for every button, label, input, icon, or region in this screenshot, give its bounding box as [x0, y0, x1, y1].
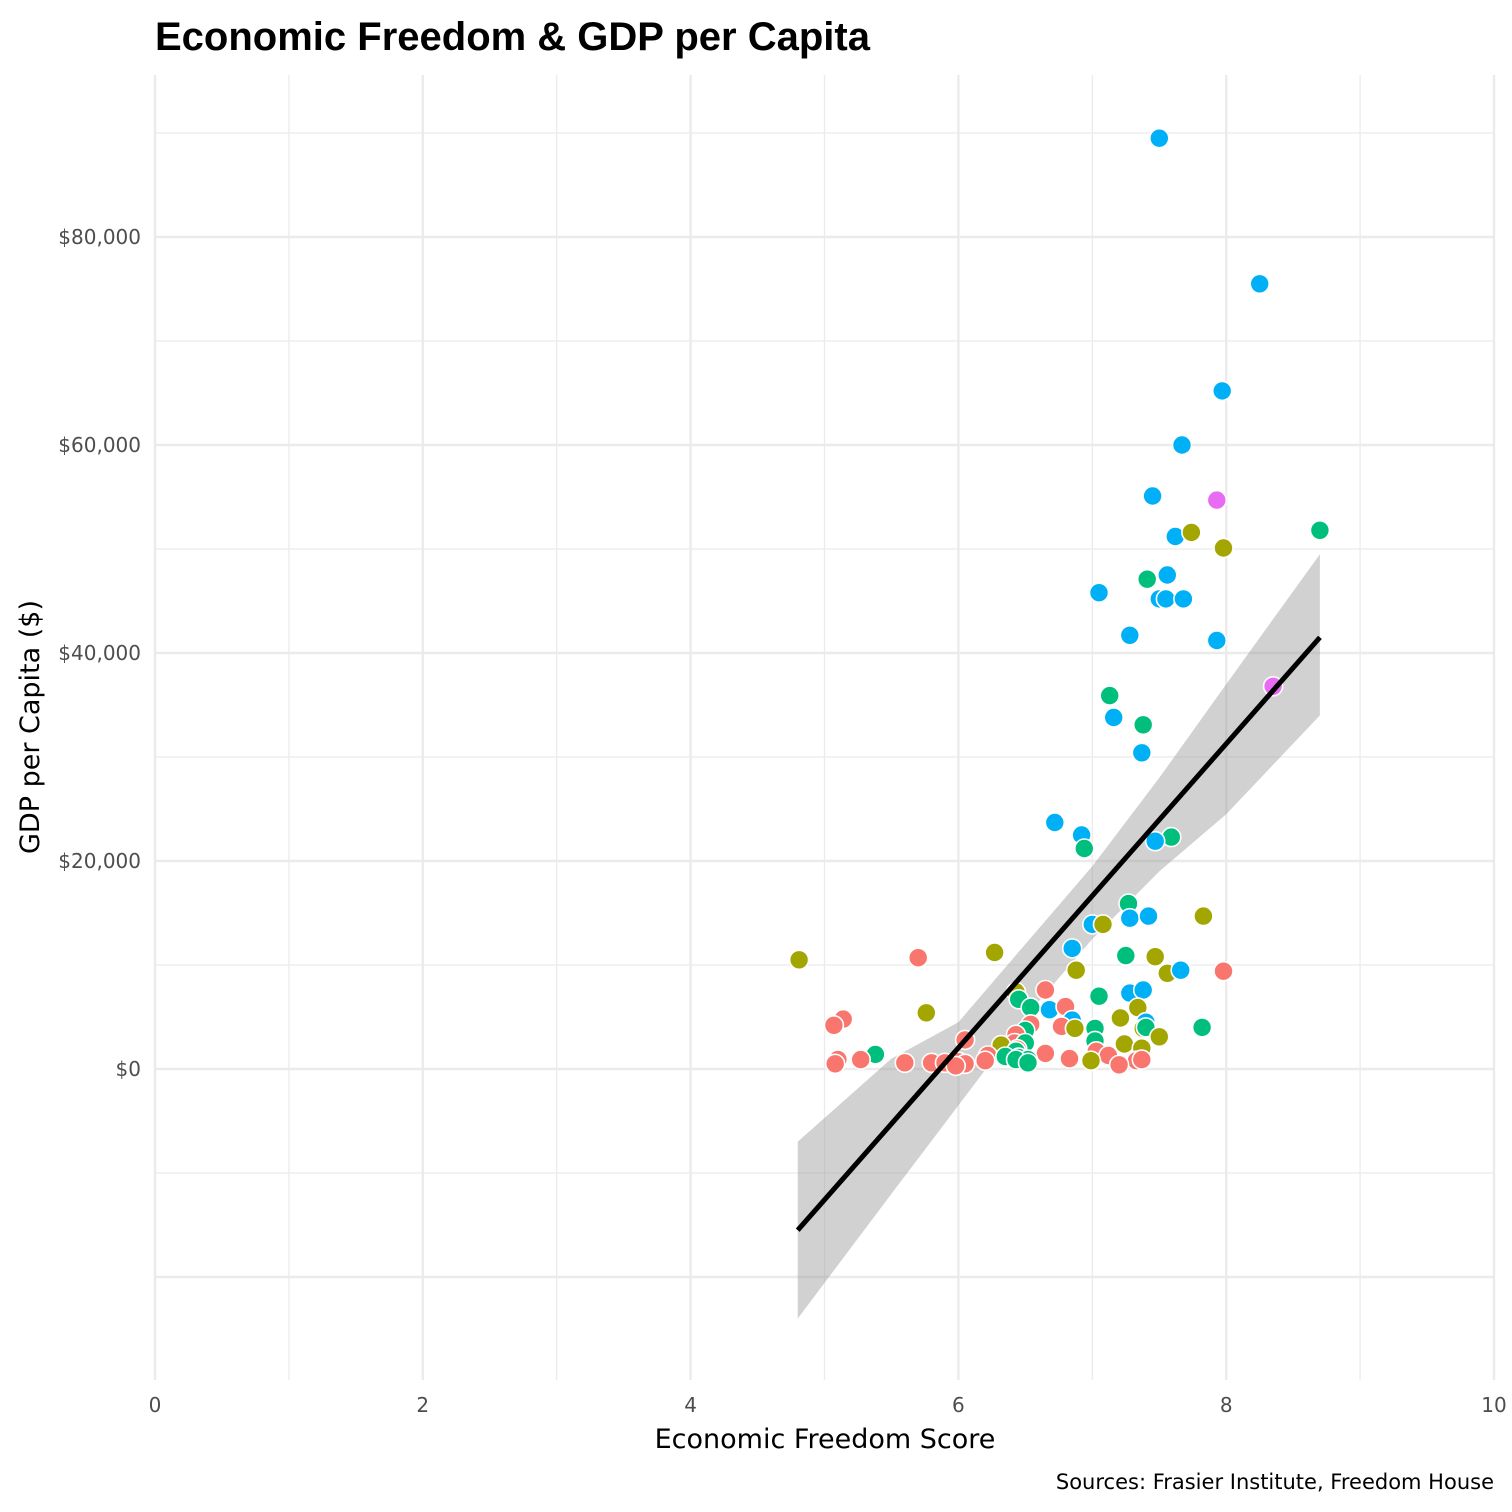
data-point-green	[1099, 685, 1120, 706]
data-point-red	[974, 1050, 996, 1071]
data-point-green	[1017, 1052, 1039, 1074]
y-tick-label: $0	[116, 1057, 141, 1081]
data-point-red	[1108, 1054, 1130, 1076]
data-point-red	[894, 1052, 916, 1074]
data-point-blue	[1119, 624, 1141, 646]
tick-labels: 0 2 4 6 8 10 $0 $20,000 $40,000 $60,000 $80,000	[58, 225, 1506, 1417]
data-point-blue	[1206, 630, 1228, 651]
data-point-magenta	[1206, 489, 1228, 511]
data-point-green	[1132, 714, 1154, 736]
data-point-blue	[1119, 907, 1141, 929]
data-point-green	[1088, 985, 1110, 1007]
data-point-blue	[1149, 127, 1170, 149]
data-point-red	[1059, 1048, 1080, 1069]
data-point-olive	[1193, 905, 1214, 927]
y-tick-label: $80,000	[58, 225, 141, 249]
data-point-red	[945, 1055, 967, 1077]
data-point-blue	[1131, 742, 1153, 764]
chart-caption: Sources: Frasier Institute, Freedom Hous…	[1056, 1470, 1494, 1494]
data-point-red	[850, 1049, 872, 1070]
data-point-green	[1115, 945, 1137, 966]
data-point-red	[1035, 1043, 1056, 1064]
data-point-blue	[1088, 582, 1110, 604]
data-point-red	[907, 947, 929, 969]
data-point-blue	[1211, 380, 1233, 402]
data-point-olive	[984, 942, 1005, 963]
x-tick-label: 4	[684, 1393, 697, 1417]
x-tick-label: 10	[1481, 1393, 1506, 1417]
x-tick-label: 2	[416, 1393, 429, 1417]
data-point-blue	[1061, 938, 1083, 959]
data-points	[788, 127, 1331, 1077]
data-point-blue	[1044, 812, 1066, 833]
y-tick-label: $20,000	[58, 849, 141, 873]
data-point-red	[823, 1015, 845, 1036]
data-point-blue	[1249, 273, 1270, 295]
data-point-red	[1035, 979, 1056, 1001]
data-point-blue	[1171, 434, 1193, 456]
data-point-blue	[1173, 588, 1194, 610]
y-axis-title: GDP per Capita ($)	[15, 600, 46, 854]
data-point-green	[1074, 838, 1095, 859]
x-tick-label: 0	[149, 1393, 162, 1417]
x-tick-label: 8	[1220, 1393, 1233, 1417]
x-tick-label: 6	[952, 1393, 965, 1417]
data-point-olive	[1064, 1018, 1086, 1039]
data-point-red	[824, 1053, 846, 1075]
data-point-olive	[1213, 537, 1234, 559]
data-point-olive	[1110, 1007, 1131, 1029]
data-point-green	[1191, 1017, 1213, 1038]
data-point-olive	[1144, 946, 1166, 968]
data-point-red	[1213, 960, 1234, 982]
y-tick-label: $40,000	[58, 641, 141, 665]
data-point-green	[1309, 519, 1331, 541]
data-point-blue	[1138, 905, 1159, 927]
y-tick-label: $60,000	[58, 433, 141, 457]
data-point-olive	[1114, 1033, 1135, 1055]
chart-title: Economic Freedom & GDP per Capita	[155, 15, 871, 59]
grid-lines	[153, 75, 1496, 1380]
data-point-olive	[1092, 914, 1114, 935]
data-point-olive	[1181, 522, 1202, 543]
data-point-blue	[1142, 485, 1163, 507]
data-point-blue	[1155, 588, 1177, 610]
data-point-red	[1131, 1049, 1153, 1070]
data-point-blue	[1144, 830, 1166, 852]
trend-line	[795, 635, 1322, 1232]
data-point-blue	[1103, 707, 1124, 728]
data-point-olive	[1080, 1050, 1102, 1071]
data-point-olive	[788, 949, 810, 971]
data-point-green	[1136, 568, 1158, 590]
data-point-olive	[1065, 959, 1087, 981]
x-axis-title: Economic Freedom Score	[655, 1424, 996, 1455]
data-point-blue	[1170, 959, 1191, 981]
data-point-blue	[1132, 979, 1154, 1001]
data-point-blue	[1157, 564, 1178, 586]
data-point-olive	[915, 1002, 937, 1024]
data-point-olive	[1149, 1026, 1170, 1048]
